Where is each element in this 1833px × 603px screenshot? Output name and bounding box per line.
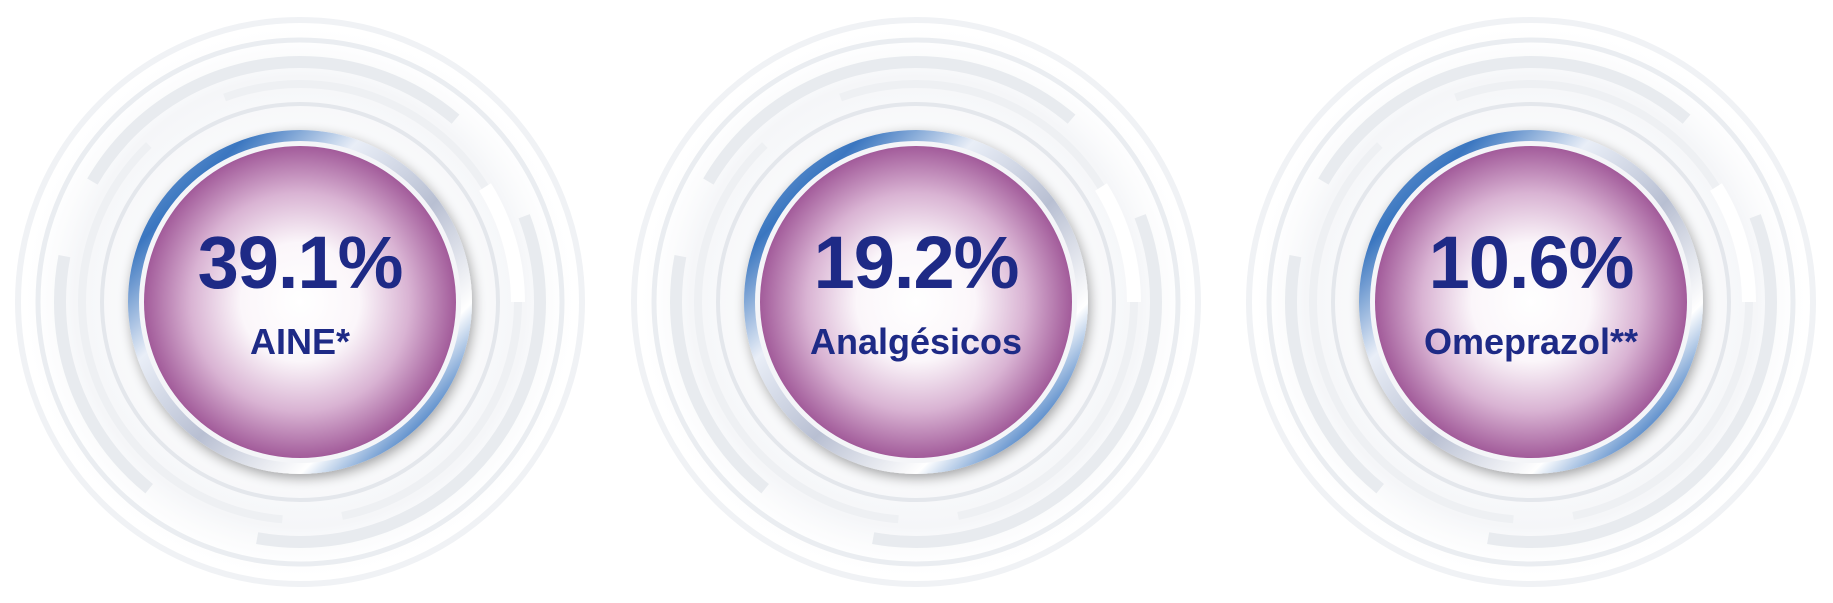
stat-disc: 39.1% AINE*	[140, 125, 460, 465]
stat-value: 39.1%	[197, 221, 404, 304]
stat-label: Analgésicos	[809, 321, 1023, 362]
stat-card-analgesicos: 19.2% Analgésicos	[621, 7, 1211, 597]
stat-disc: 10.6% Omeprazol**	[1371, 125, 1691, 465]
stat-disc: 19.2% Analgésicos	[756, 125, 1076, 465]
stat-value: 10.6%	[1428, 221, 1635, 304]
concentric-rings-graphic	[1246, 17, 1816, 587]
stat-card-omeprazol: 10.6% Omeprazol**	[1236, 7, 1826, 597]
stat-label: Omeprazol**	[1423, 321, 1639, 362]
stat-card-aine: 39.1% AINE*	[5, 7, 595, 597]
concentric-rings-graphic	[631, 17, 1201, 587]
stat-label: AINE*	[249, 321, 351, 362]
stat-value: 19.2%	[813, 221, 1020, 304]
concentric-rings-graphic	[15, 17, 585, 587]
